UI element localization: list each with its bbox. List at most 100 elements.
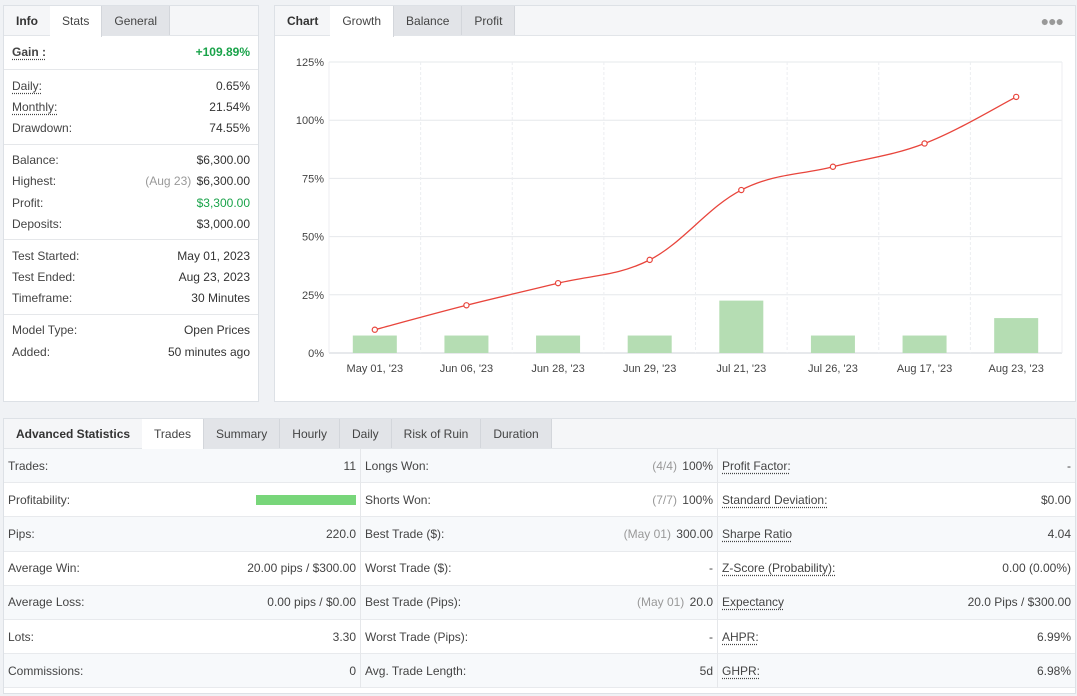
- stat-value: 3.30: [333, 630, 356, 644]
- stat-value: [256, 494, 356, 505]
- chart-bar: [444, 335, 489, 353]
- stat-row-best-trade-pips: Best Trade (Pips): (May 01) 20.0: [361, 585, 717, 620]
- x-tick-label: Jun 29, '23: [623, 363, 676, 375]
- info-panel: Info Stats General Gain : +109.89% Daily…: [3, 5, 259, 402]
- y-tick-label: 0%: [308, 348, 324, 360]
- tab-balance[interactable]: Balance: [394, 6, 463, 35]
- stat-value-text: 0.00 pips / $0.00: [267, 595, 356, 610]
- tab-growth[interactable]: Growth: [330, 6, 395, 37]
- stat-row-best-trade: Best Trade ($): (May 01) 300.00: [361, 517, 717, 552]
- tab-advanced-statistics: Advanced Statistics: [4, 419, 143, 448]
- growth-point: [463, 302, 470, 309]
- stat-label: Average Loss:: [8, 595, 85, 610]
- stat-row-commissions: Commissions: 0: [4, 654, 360, 689]
- stat-label[interactable]: Profit Factor:: [722, 458, 791, 473]
- stat-label: Average Win:: [8, 561, 80, 576]
- stat-value-text: 220.0: [325, 526, 356, 541]
- stat-value-text: $0.00: [1040, 492, 1071, 507]
- stat-label[interactable]: AHPR:: [722, 629, 759, 644]
- stat-value-text: 20.00 pips / $300.00: [247, 561, 356, 576]
- stat-row-standard-deviation: Standard Deviation: $0.00: [718, 483, 1075, 518]
- test-ended-value: Aug 23, 2023: [178, 270, 250, 285]
- highest-row: Highest: (Aug 23) $6,300.00: [12, 171, 250, 192]
- tab-general[interactable]: General: [102, 6, 171, 35]
- growth-line: [374, 96, 1017, 331]
- highest-date: (Aug 23): [145, 174, 192, 189]
- tab-profit[interactable]: Profit: [462, 6, 516, 35]
- stat-row-lots: Lots: 3.30: [4, 620, 360, 655]
- monthly-row: Monthly: 21.54%: [12, 96, 250, 117]
- stat-label: Longs Won:: [365, 458, 429, 473]
- test-ended-label: Test Ended:: [12, 270, 76, 285]
- highest-amount: $6,300.00: [196, 174, 250, 189]
- stat-label: Avg. Trade Length:: [365, 663, 467, 678]
- growth-point: [646, 256, 653, 264]
- stat-row-average-win: Average Win: 20.00 pips / $300.00: [4, 552, 360, 586]
- stat-value: 20.00 pips / $300.00: [247, 561, 356, 575]
- tab-risk-of-ruin[interactable]: Risk of Ruin: [391, 419, 482, 448]
- stat-row-expectancy: Expectancy 20.0 Pips / $300.00: [718, 585, 1075, 620]
- stat-label[interactable]: Z-Score (Probability):: [722, 561, 836, 576]
- tab-duration[interactable]: Duration: [481, 419, 552, 448]
- stat-value-text: -: [709, 561, 713, 576]
- stat-label[interactable]: Sharpe Ratio: [722, 526, 793, 541]
- stat-label: Worst Trade (Pips):: [365, 629, 469, 644]
- stat-value-text: 20.0: [689, 595, 713, 610]
- stat-value: 4.04: [1048, 527, 1071, 541]
- daily-row: Daily: 0.65%: [12, 75, 250, 96]
- growth-point: [921, 140, 928, 147]
- stat-value: -: [1067, 459, 1071, 473]
- more-dots-icon[interactable]: ●●●: [1040, 13, 1064, 29]
- stat-value-text: 100%: [682, 458, 713, 473]
- daily-label[interactable]: Daily:: [12, 78, 43, 93]
- stat-label[interactable]: GHPR:: [722, 663, 761, 678]
- stat-row-sharpe-ratio: Sharpe Ratio 4.04: [718, 517, 1075, 552]
- x-tick-label: Jul 26, '23: [808, 363, 858, 375]
- stat-value: 20.0 Pips / $300.00: [968, 595, 1071, 609]
- stat-value: (May 01) 20.0: [637, 595, 713, 609]
- stat-label[interactable]: Standard Deviation:: [722, 492, 828, 507]
- stat-row-trades: Trades: 11: [4, 449, 360, 484]
- y-tick-label: 100%: [296, 115, 324, 127]
- chart-bar: [810, 335, 855, 353]
- gain-label[interactable]: Gain :: [12, 45, 47, 59]
- stat-label: Trades:: [8, 458, 49, 473]
- tab-summary[interactable]: Summary: [203, 419, 281, 448]
- stat-value-text: 300.00: [676, 526, 713, 541]
- monthly-label[interactable]: Monthly:: [12, 99, 58, 114]
- tab-stats[interactable]: Stats: [50, 6, 103, 37]
- stat-value: (May 01) 300.00: [624, 527, 713, 541]
- balance-value: $6,300.00: [196, 153, 250, 168]
- tab-hourly[interactable]: Hourly: [280, 419, 340, 448]
- balance-label: Balance:: [12, 153, 59, 168]
- test-started-row: Test Started: May 01, 2023: [12, 245, 250, 266]
- stat-value-text: 20.0 Pips / $300.00: [967, 595, 1071, 610]
- stat-value: 220.0: [326, 527, 356, 541]
- chart-bar: [902, 335, 947, 353]
- drawdown-label: Drawdown:: [12, 120, 73, 135]
- timeframe-label: Timeframe:: [12, 291, 73, 306]
- growth-point: [371, 326, 379, 333]
- test-ended-row: Test Ended: Aug 23, 2023: [12, 267, 250, 288]
- stat-value-text: 6.98%: [1036, 663, 1071, 678]
- chart-panel: Chart Growth Balance Profit ●●● 0% 25% 50%…: [274, 5, 1076, 402]
- tab-daily[interactable]: Daily: [339, 419, 392, 448]
- timeframe-value: 30 Minutes: [191, 291, 250, 306]
- stat-label: Best Trade (Pips):: [365, 595, 462, 610]
- daily-value: 0.65%: [215, 78, 250, 93]
- stat-row-shorts-won: Shorts Won: (7/7) 100%: [361, 483, 717, 518]
- profit-value: $3,300.00: [196, 195, 250, 210]
- stat-value: 0.00 pips / $0.00: [267, 595, 356, 609]
- stat-note: (4/4): [652, 458, 677, 473]
- stat-row-profit-factor: Profit Factor: -: [718, 449, 1075, 484]
- tab-trades[interactable]: Trades: [142, 419, 204, 450]
- stat-value-text: 0: [349, 663, 356, 678]
- stat-label[interactable]: Expectancy: [722, 595, 785, 610]
- stat-value: -: [709, 561, 713, 575]
- stat-label: Lots:: [8, 629, 35, 644]
- y-tick-label: 25%: [302, 290, 324, 302]
- model-type-value: Open Prices: [183, 323, 250, 338]
- stats-column-3: Profit Factor: - Standard Deviation: $0.00 S…: [718, 449, 1075, 689]
- test-started-label: Test Started:: [12, 248, 80, 263]
- stat-value: 11: [344, 459, 356, 473]
